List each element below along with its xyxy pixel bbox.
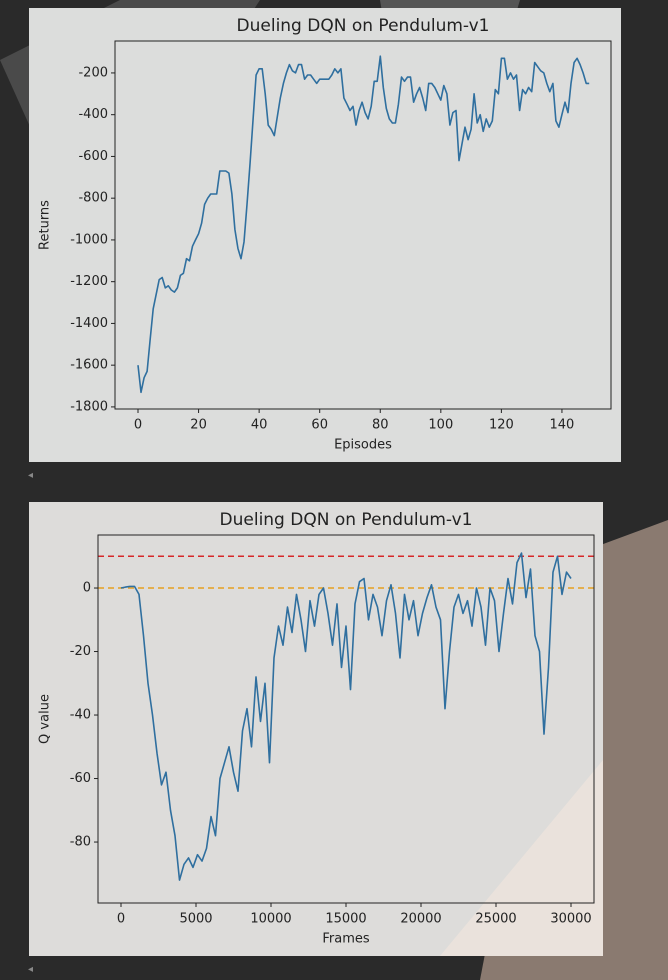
x-tick-label: 0: [134, 418, 142, 433]
x-tick-label: 5000: [179, 912, 212, 927]
chart-title: Dueling DQN on Pendulum-v1: [237, 16, 490, 36]
y-tick-label: -1400: [70, 316, 108, 331]
x-tick-label: 10000: [250, 912, 291, 927]
y-tick-label: -1200: [70, 274, 108, 289]
x-tick-label: 120: [489, 418, 514, 433]
y-tick-label: -1800: [70, 399, 108, 414]
y-tick-label: -40: [70, 708, 91, 723]
y-tick-label: -400: [78, 107, 108, 122]
y-tick-label: -600: [78, 149, 108, 164]
y-tick-label: -20: [70, 644, 91, 659]
x-tick-label: 40: [251, 418, 268, 433]
y-tick-label: -1000: [70, 232, 108, 247]
x-tick-label: 80: [372, 418, 389, 433]
data-line: [120, 552, 572, 881]
x-tick-label: 20000: [400, 912, 441, 927]
y-axis-label: Q value: [38, 694, 53, 744]
x-tick-label: 15000: [325, 912, 366, 927]
scroll-arrow[interactable]: ◂: [28, 964, 33, 975]
x-tick-label: 25000: [475, 912, 516, 927]
chart-title: Dueling DQN on Pendulum-v1: [220, 510, 473, 530]
x-axis-label: Episodes: [334, 438, 392, 453]
x-tick-label: 140: [550, 418, 575, 433]
x-axis-label: Frames: [322, 932, 370, 947]
x-tick-label: 100: [428, 418, 453, 433]
plot-frame: [114, 40, 612, 410]
panel: [29, 8, 621, 462]
y-tick-label: -200: [78, 65, 108, 80]
x-tick-label: 60: [311, 418, 328, 433]
plot-frame: [97, 534, 595, 904]
x-tick-label: 0: [117, 912, 125, 927]
bg-shape: [440, 760, 603, 956]
y-axis-label: Returns: [38, 200, 53, 250]
x-tick-label: 20: [190, 418, 207, 433]
y-tick-label: -800: [78, 191, 108, 206]
y-tick-label: -80: [70, 835, 91, 850]
data-line: [137, 55, 590, 394]
y-tick-label: -60: [70, 771, 91, 786]
x-tick-label: 30000: [550, 912, 591, 927]
scroll-arrow[interactable]: ◂: [28, 470, 33, 481]
y-tick-label: 0: [83, 581, 91, 596]
y-tick-label: -1600: [70, 358, 108, 373]
